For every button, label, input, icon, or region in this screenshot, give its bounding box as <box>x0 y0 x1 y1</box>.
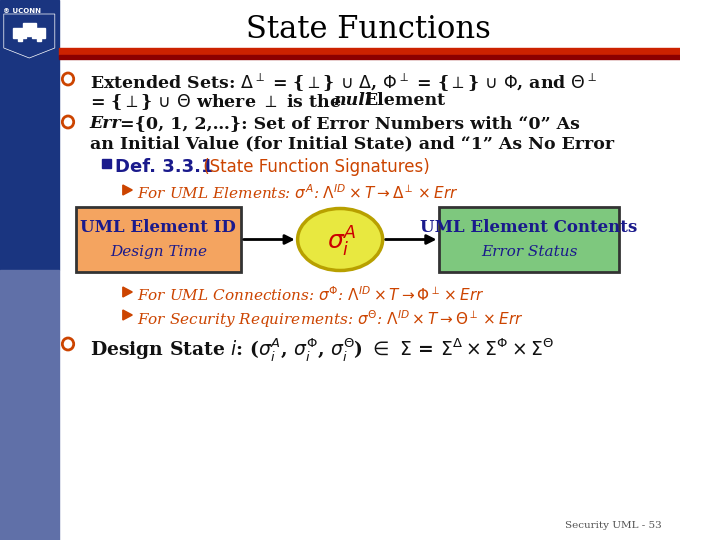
Text: UML Element Contents: UML Element Contents <box>420 219 638 235</box>
Bar <box>58 55 680 59</box>
Text: For UML Connections: $\sigma^\Phi$: $\Lambda^{ID}\times T \rightarrow \Phi^{\per: For UML Connections: $\sigma^\Phi$: $\La… <box>137 285 485 303</box>
Text: null: null <box>333 92 371 109</box>
Text: Design Time: Design Time <box>109 245 207 259</box>
Text: (State Function Signatures): (State Function Signatures) <box>199 158 430 176</box>
Text: Extended Sets: $\Delta^{\perp}$ = {$\perp$} $\cup$ $\Delta$, $\Phi^{\perp}$ = {$: Extended Sets: $\Delta^{\perp}$ = {$\per… <box>90 72 597 94</box>
Text: Element: Element <box>365 92 446 109</box>
Text: UML Element ID: UML Element ID <box>81 219 236 235</box>
Text: = {$\perp$} $\cup$ $\Theta$ where $\perp$ is the: = {$\perp$} $\cup$ $\Theta$ where $\perp… <box>90 92 341 112</box>
Text: an Initial Value (for Initial State) and “1” As No Error: an Initial Value (for Initial State) and… <box>90 135 614 152</box>
Text: Err: Err <box>90 115 121 132</box>
Bar <box>22 23 36 33</box>
Text: For Security Requirements: $\sigma^\Theta$: $\Lambda^{ID}\times T \rightarrow \T: For Security Requirements: $\sigma^\Thet… <box>137 308 523 330</box>
Bar <box>102 159 111 168</box>
Bar <box>58 48 680 55</box>
Bar <box>0 0 58 270</box>
Bar <box>18 38 22 41</box>
Bar <box>76 207 241 272</box>
Text: Def. 3.3.1: Def. 3.3.1 <box>115 158 214 176</box>
Text: ={0, 1, 2,…}: Set of Error Numbers with “0” As: ={0, 1, 2,…}: Set of Error Numbers with … <box>114 115 580 132</box>
Text: Security UML - 53: Security UML - 53 <box>564 521 662 530</box>
Bar <box>13 28 27 38</box>
Text: Design State $i$: ($\sigma^A_i$, $\sigma^\Phi_i$, $\sigma^\Theta_i$) $\in$ $\Sig: Design State $i$: ($\sigma^A_i$, $\sigma… <box>90 336 554 363</box>
Bar <box>27 33 31 36</box>
Bar <box>0 270 58 540</box>
Ellipse shape <box>297 208 382 271</box>
Text: ® UCONN: ® UCONN <box>3 8 41 14</box>
Polygon shape <box>123 185 132 195</box>
Text: For UML Elements: $\sigma^A$: $\Lambda^{ID}\times T \rightarrow \Delta^{\perp}\t: For UML Elements: $\sigma^A$: $\Lambda^{… <box>137 183 459 202</box>
Text: State Functions: State Functions <box>246 15 491 45</box>
Text: Error Status: Error Status <box>481 245 577 259</box>
Bar <box>37 38 40 41</box>
Polygon shape <box>123 310 132 320</box>
Polygon shape <box>4 14 55 58</box>
Text: $\sigma^A_i$: $\sigma^A_i$ <box>327 225 357 259</box>
Polygon shape <box>123 287 132 297</box>
Bar <box>32 28 45 38</box>
Bar <box>439 207 618 272</box>
